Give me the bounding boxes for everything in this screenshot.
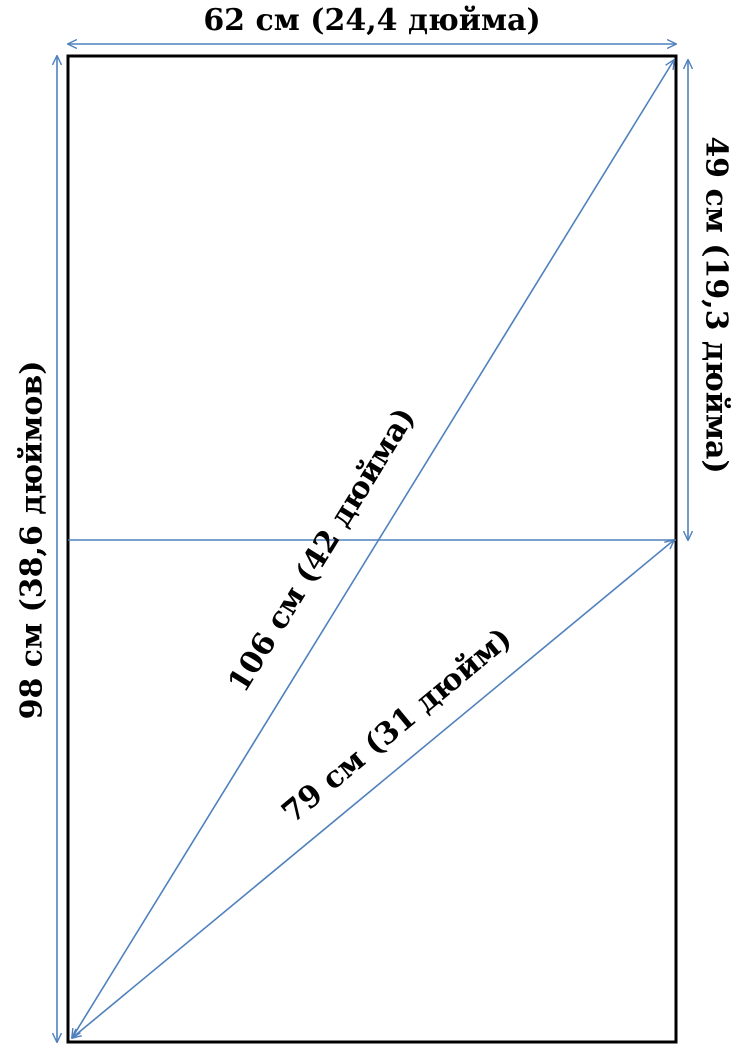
width-label: 62 см (24,4 дюйма) <box>203 3 540 38</box>
height-label: 98 см (38,6 дюймов) <box>15 361 50 720</box>
half-diagonal-arrow <box>72 540 674 1038</box>
full-diagonal-label: 106 см (42 дюйма) <box>221 402 422 699</box>
half-height-label: 49 см (19,3 дюйма) <box>699 136 734 473</box>
full-diagonal-arrow <box>72 60 674 1038</box>
screen-outline <box>66 54 678 1044</box>
half-diagonal-label: 79 см (31 дюйм) <box>275 621 518 831</box>
